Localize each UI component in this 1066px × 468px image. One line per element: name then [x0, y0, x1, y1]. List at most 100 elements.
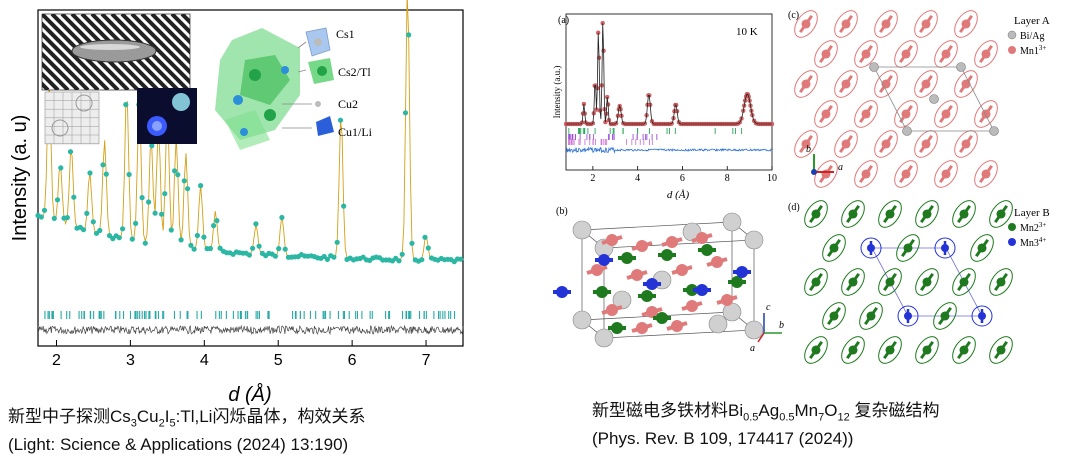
mn2-spin [804, 336, 828, 364]
panel-d-svg: (d) Layer B Mn23+ Mn34+ [788, 200, 1050, 364]
obs-point [396, 258, 402, 264]
mn1-atom [711, 256, 723, 268]
stripe [42, 81, 50, 90]
obs-point [129, 236, 135, 242]
panel-b-axis-b: b [779, 320, 784, 331]
panel-d: (d) Layer B Mn23+ Mn34+ [786, 196, 1066, 372]
stripe [42, 61, 70, 90]
obs-point [419, 257, 425, 263]
obs-point [194, 232, 200, 239]
layer-a-legend-title: Layer A [1014, 15, 1050, 27]
mn2-spin [952, 200, 976, 228]
mn1-spin [914, 10, 938, 38]
obs-point [172, 168, 178, 174]
panel-a: 2 4 6 8 10 (a) 10 K Intensity (a.u.) d (Å) [536, 4, 786, 204]
inset-label-cu2: Cu2 [338, 97, 358, 111]
obs-point [123, 102, 129, 108]
obs-point [38, 214, 44, 220]
left-plot-frame [37, 9, 464, 347]
bi-ag-atom [744, 230, 764, 250]
obs-point [207, 245, 213, 252]
atom-4 [281, 66, 289, 74]
atom-5 [240, 128, 248, 136]
mn2-spin [915, 268, 939, 296]
obs-point [116, 235, 122, 241]
legend-bi-ag-label: Bi/Ag [1020, 31, 1044, 42]
obs-point [425, 245, 431, 251]
obs-point [191, 246, 197, 252]
obs-point [458, 256, 464, 262]
blue-glow-core [152, 121, 162, 131]
cu1-polyhedron [316, 116, 334, 136]
panel-c-axis-b: b [806, 144, 811, 155]
mn2-spin [896, 234, 920, 262]
cs1-atom [314, 38, 322, 46]
obs-point [142, 240, 148, 246]
obs-point [422, 234, 428, 240]
panel-c-label: (c) [788, 10, 799, 21]
panel-a-x-ticks: 2 4 6 8 10 [590, 166, 777, 184]
obs-point [100, 162, 106, 168]
stripe [120, 14, 190, 85]
mn1-spin [834, 70, 858, 98]
right-caption-line2: (Phys. Rev. B 109, 174417 (2024)) [592, 429, 854, 449]
obs-point [256, 243, 262, 249]
atom-3 [233, 95, 243, 105]
layer-b-legend-title: Layer B [1014, 207, 1050, 219]
obs-point [334, 239, 340, 245]
right-caption: 新型磁电多铁材料Bi0.5Ag0.5Mn7O12 复杂磁结构 (Phys. Re… [592, 400, 939, 449]
obs-point [106, 233, 113, 239]
mn2-spin [878, 268, 902, 296]
mn1-atom [606, 234, 618, 246]
mn1-atom [676, 264, 688, 276]
mn2-spin [841, 200, 865, 228]
mn1-atom [591, 264, 603, 276]
mn1-atom [686, 300, 698, 312]
mn2-spin [841, 336, 865, 364]
unit-cell-atoms [553, 212, 764, 348]
legend-mn3-icon [1008, 238, 1016, 246]
mn2-atom [686, 284, 698, 296]
obs-point [185, 186, 191, 192]
obs-point [168, 227, 174, 233]
left-difference-curve [37, 324, 464, 336]
mn2-spin [952, 268, 976, 296]
inset-label-cs2tl: Cs2/Tl [338, 65, 371, 79]
obs-point [341, 203, 347, 209]
obs-point [90, 219, 96, 225]
left-x-tick-label: 2 [52, 352, 61, 369]
panel-a-label: (a) [558, 15, 569, 26]
bi-ag-atom [572, 220, 592, 240]
mn1-spin [974, 40, 998, 68]
mn1-spin [894, 40, 918, 68]
obs-point [282, 246, 288, 252]
mn2-atom [731, 276, 743, 288]
mn2-spin [915, 200, 939, 228]
left-x-tick-label: 7 [422, 352, 431, 369]
legend-bi-ag-icon [1007, 30, 1017, 40]
inset-label-cs1: Cs1 [336, 27, 355, 41]
layer-a-corner-atoms [869, 62, 999, 136]
mn1-spin [934, 40, 958, 68]
obs-point [181, 178, 187, 184]
left-x-tick-label: 6 [348, 352, 357, 369]
luminescence-photo-inset [137, 88, 197, 144]
obs-point [87, 170, 93, 176]
panel-c-axes: b a [806, 144, 843, 175]
grid-circle-2 [51, 119, 69, 137]
atom-1 [249, 69, 261, 81]
stripe [170, 14, 190, 35]
mn1-spin [934, 160, 958, 188]
panel-c: (c) Layer A Bi/Ag Mn13+ b a [786, 4, 1066, 194]
obs-point [253, 221, 259, 227]
mn2-spin [989, 200, 1013, 228]
obs-point [272, 253, 278, 259]
obs-point [402, 110, 409, 116]
panel-a-y-label: Intensity (a.u.) [552, 66, 562, 119]
mn1-spin [894, 160, 918, 188]
mn1-spin [954, 10, 978, 38]
mn1-spin [914, 130, 938, 158]
mn1-spin [794, 10, 818, 38]
obs-point [80, 227, 87, 233]
crystal-rod [71, 39, 157, 63]
